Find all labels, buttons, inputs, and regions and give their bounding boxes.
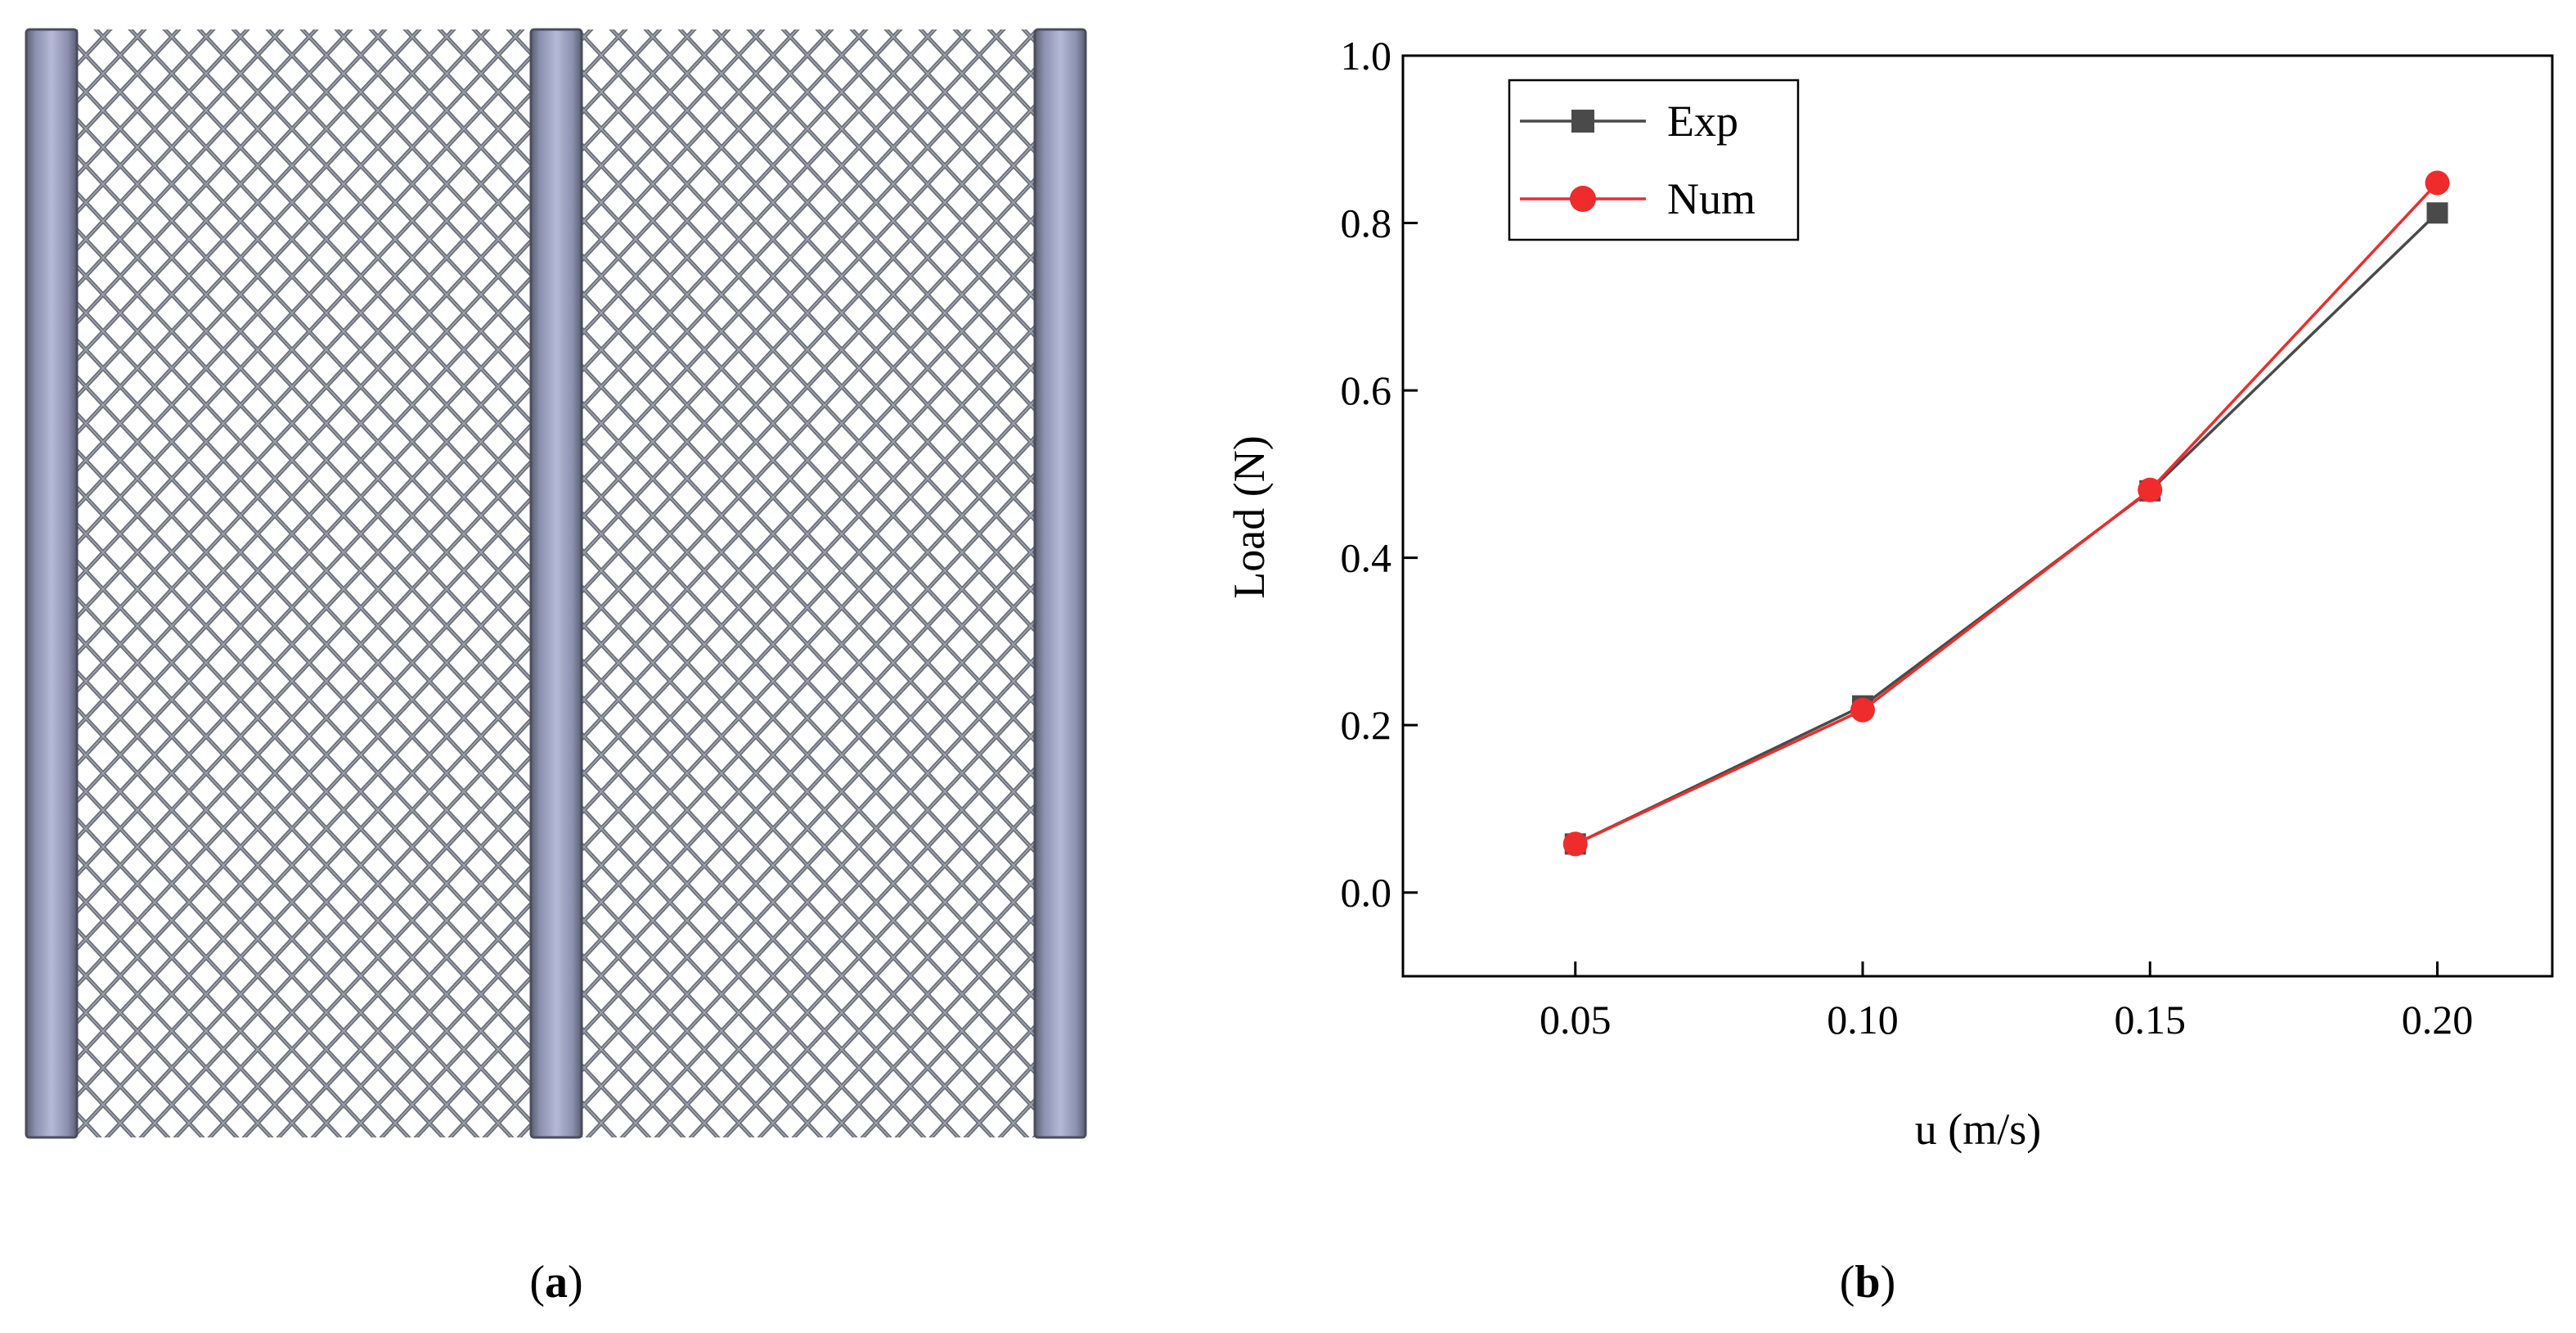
series-line-exp [1574,212,2439,845]
mesh-section-left [75,29,533,1137]
data-point-num [1850,697,1875,723]
x-tick-label: 0.15 [2115,997,2187,1043]
y-axis-ticks: 0.0 0.2 0.4 0.6 0.8 1.0 [1341,33,1418,916]
y-axis-label: Load (N) [1225,435,1274,598]
caption-b: (b) [1840,1257,1895,1308]
y-tick-label: 0.2 [1341,702,1392,748]
data-point-num [1562,831,1588,857]
legend: Exp Num [1508,79,1800,241]
x-axis-label: u (m/s) [1915,1105,2042,1154]
data-point-num [2138,477,2163,502]
data-point-exp [2426,202,2448,224]
data-point-num [2425,170,2450,196]
panel-a-net [25,28,1087,1139]
rod-middle [529,28,583,1139]
series-line-num [1575,182,2439,845]
legend-num-marker [1570,186,1596,212]
y-tick-label: 0.8 [1341,200,1392,246]
x-tick-label: 0.05 [1540,997,1612,1043]
series-num [1562,170,2450,857]
legend-exp-marker [1571,110,1594,133]
legend-exp-label: Exp [1667,97,1738,146]
rod-left [25,28,79,1139]
rod-right [1033,28,1087,1139]
series-exp [1564,202,2448,855]
x-axis-ticks: 0.05 0.10 0.15 0.20 [1540,961,2473,1043]
y-tick-label: 0.0 [1341,870,1392,916]
y-tick-label: 0.4 [1341,535,1392,581]
legend-box [1508,79,1800,241]
plot-frame [1401,54,2554,978]
y-tick-label: 0.6 [1341,367,1392,413]
series-group [1562,170,2450,857]
caption-a: (a) [529,1257,582,1308]
mesh-section-right [579,29,1037,1137]
x-tick-label: 0.20 [2402,997,2474,1043]
legend-num-label: Num [1667,174,1756,223]
x-tick-label: 0.10 [1827,997,1899,1043]
panel-b-chart: 0.0 0.2 0.4 0.6 0.8 1.0 0.05 0.10 0.15 0.20 u (m… [1225,33,2554,1154]
y-tick-label: 1.0 [1341,33,1392,79]
